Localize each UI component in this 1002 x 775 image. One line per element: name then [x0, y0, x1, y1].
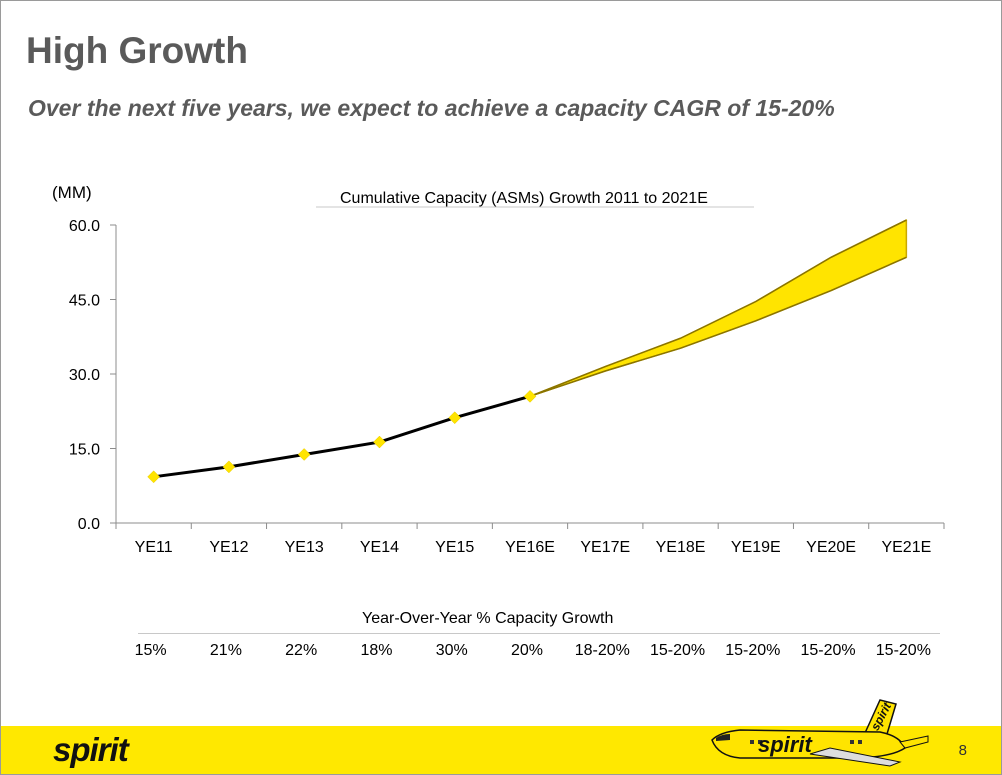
- y-tick-label: 30.0: [69, 367, 100, 384]
- y-tick-label: 0.0: [78, 516, 100, 533]
- x-tick-label: YE21E: [881, 539, 931, 556]
- data-point-marker: [373, 435, 386, 449]
- x-tick-label: YE12: [209, 539, 248, 556]
- y-tick-label: 15.0: [69, 442, 100, 459]
- growth-cell: 15-20%: [649, 642, 706, 659]
- y-tick-label: 45.0: [69, 293, 100, 310]
- growth-cell: 15-20%: [875, 642, 931, 659]
- x-tick-label: YE14: [360, 539, 399, 556]
- data-point-marker: [222, 460, 236, 474]
- growth-cell: 15%: [134, 642, 167, 659]
- airplane-icon: spirit spirit: [711, 699, 929, 767]
- label-layer: 0.0 15.0 30.0 45.0 60.0 YE11 YE12 YE13 YE14 YE15 Y…: [52, 183, 931, 556]
- capacity-chart: 0.0 15.0 30.0 45.0 60.0 YE11 YE12 YE13 YE14 YE15 Y…: [52, 183, 945, 556]
- y-unit-label: (MM): [52, 183, 92, 202]
- growth-cell: 18%: [360, 642, 393, 659]
- x-tick-label: YE17E: [580, 539, 630, 556]
- growth-cell: 30%: [435, 642, 468, 659]
- page-subtitle: Over the next five years, we expect to a…: [28, 95, 835, 121]
- chart-title: Cumulative Capacity (ASMs) Growth 2011 t…: [340, 190, 708, 207]
- x-tick-label: YE16E: [505, 539, 555, 556]
- actual-series-line: [153, 394, 531, 479]
- page-number: 8: [958, 742, 967, 759]
- x-tick-label: YE13: [285, 539, 324, 556]
- data-point-marker: [297, 448, 311, 461]
- marker-layer: [147, 389, 537, 484]
- chart-axes: [110, 224, 945, 529]
- data-point-marker: [523, 389, 537, 403]
- growth-table-rule: [138, 633, 940, 634]
- x-tick-label: YE15: [435, 539, 474, 556]
- page-title: High Growth: [26, 30, 248, 71]
- data-point-marker: [147, 470, 160, 484]
- data-point-marker: [448, 411, 462, 425]
- x-tick-label: YE19E: [731, 539, 781, 556]
- projection-band-layer: [529, 219, 908, 398]
- x-tick-label: YE18E: [656, 539, 706, 556]
- y-tick-label: 60.0: [69, 218, 100, 235]
- growth-cell: 15-20%: [725, 642, 781, 659]
- projection-upper-line: [529, 219, 907, 398]
- plane-body-text: spirit: [758, 732, 813, 757]
- growth-cell: 18-20%: [574, 642, 630, 659]
- growth-cell: 22%: [285, 642, 318, 659]
- x-tick-label: YE20E: [806, 539, 856, 556]
- x-tick-label: YE11: [135, 539, 173, 556]
- growth-table-title-text: Year-Over-Year % Capacity Growth: [362, 610, 614, 627]
- actual-line-layer: [153, 394, 531, 479]
- growth-cell: 21%: [209, 642, 242, 659]
- projection-lower-line: [529, 256, 907, 398]
- spirit-logo: spirit: [53, 731, 129, 768]
- growth-cell: 15-20%: [800, 642, 856, 659]
- projection-band: [529, 219, 908, 398]
- growth-cell: 20%: [510, 642, 544, 659]
